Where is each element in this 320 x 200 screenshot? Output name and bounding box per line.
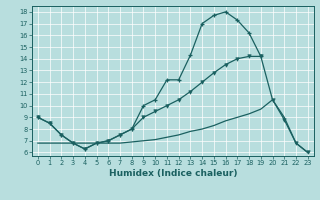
X-axis label: Humidex (Indice chaleur): Humidex (Indice chaleur) <box>108 169 237 178</box>
